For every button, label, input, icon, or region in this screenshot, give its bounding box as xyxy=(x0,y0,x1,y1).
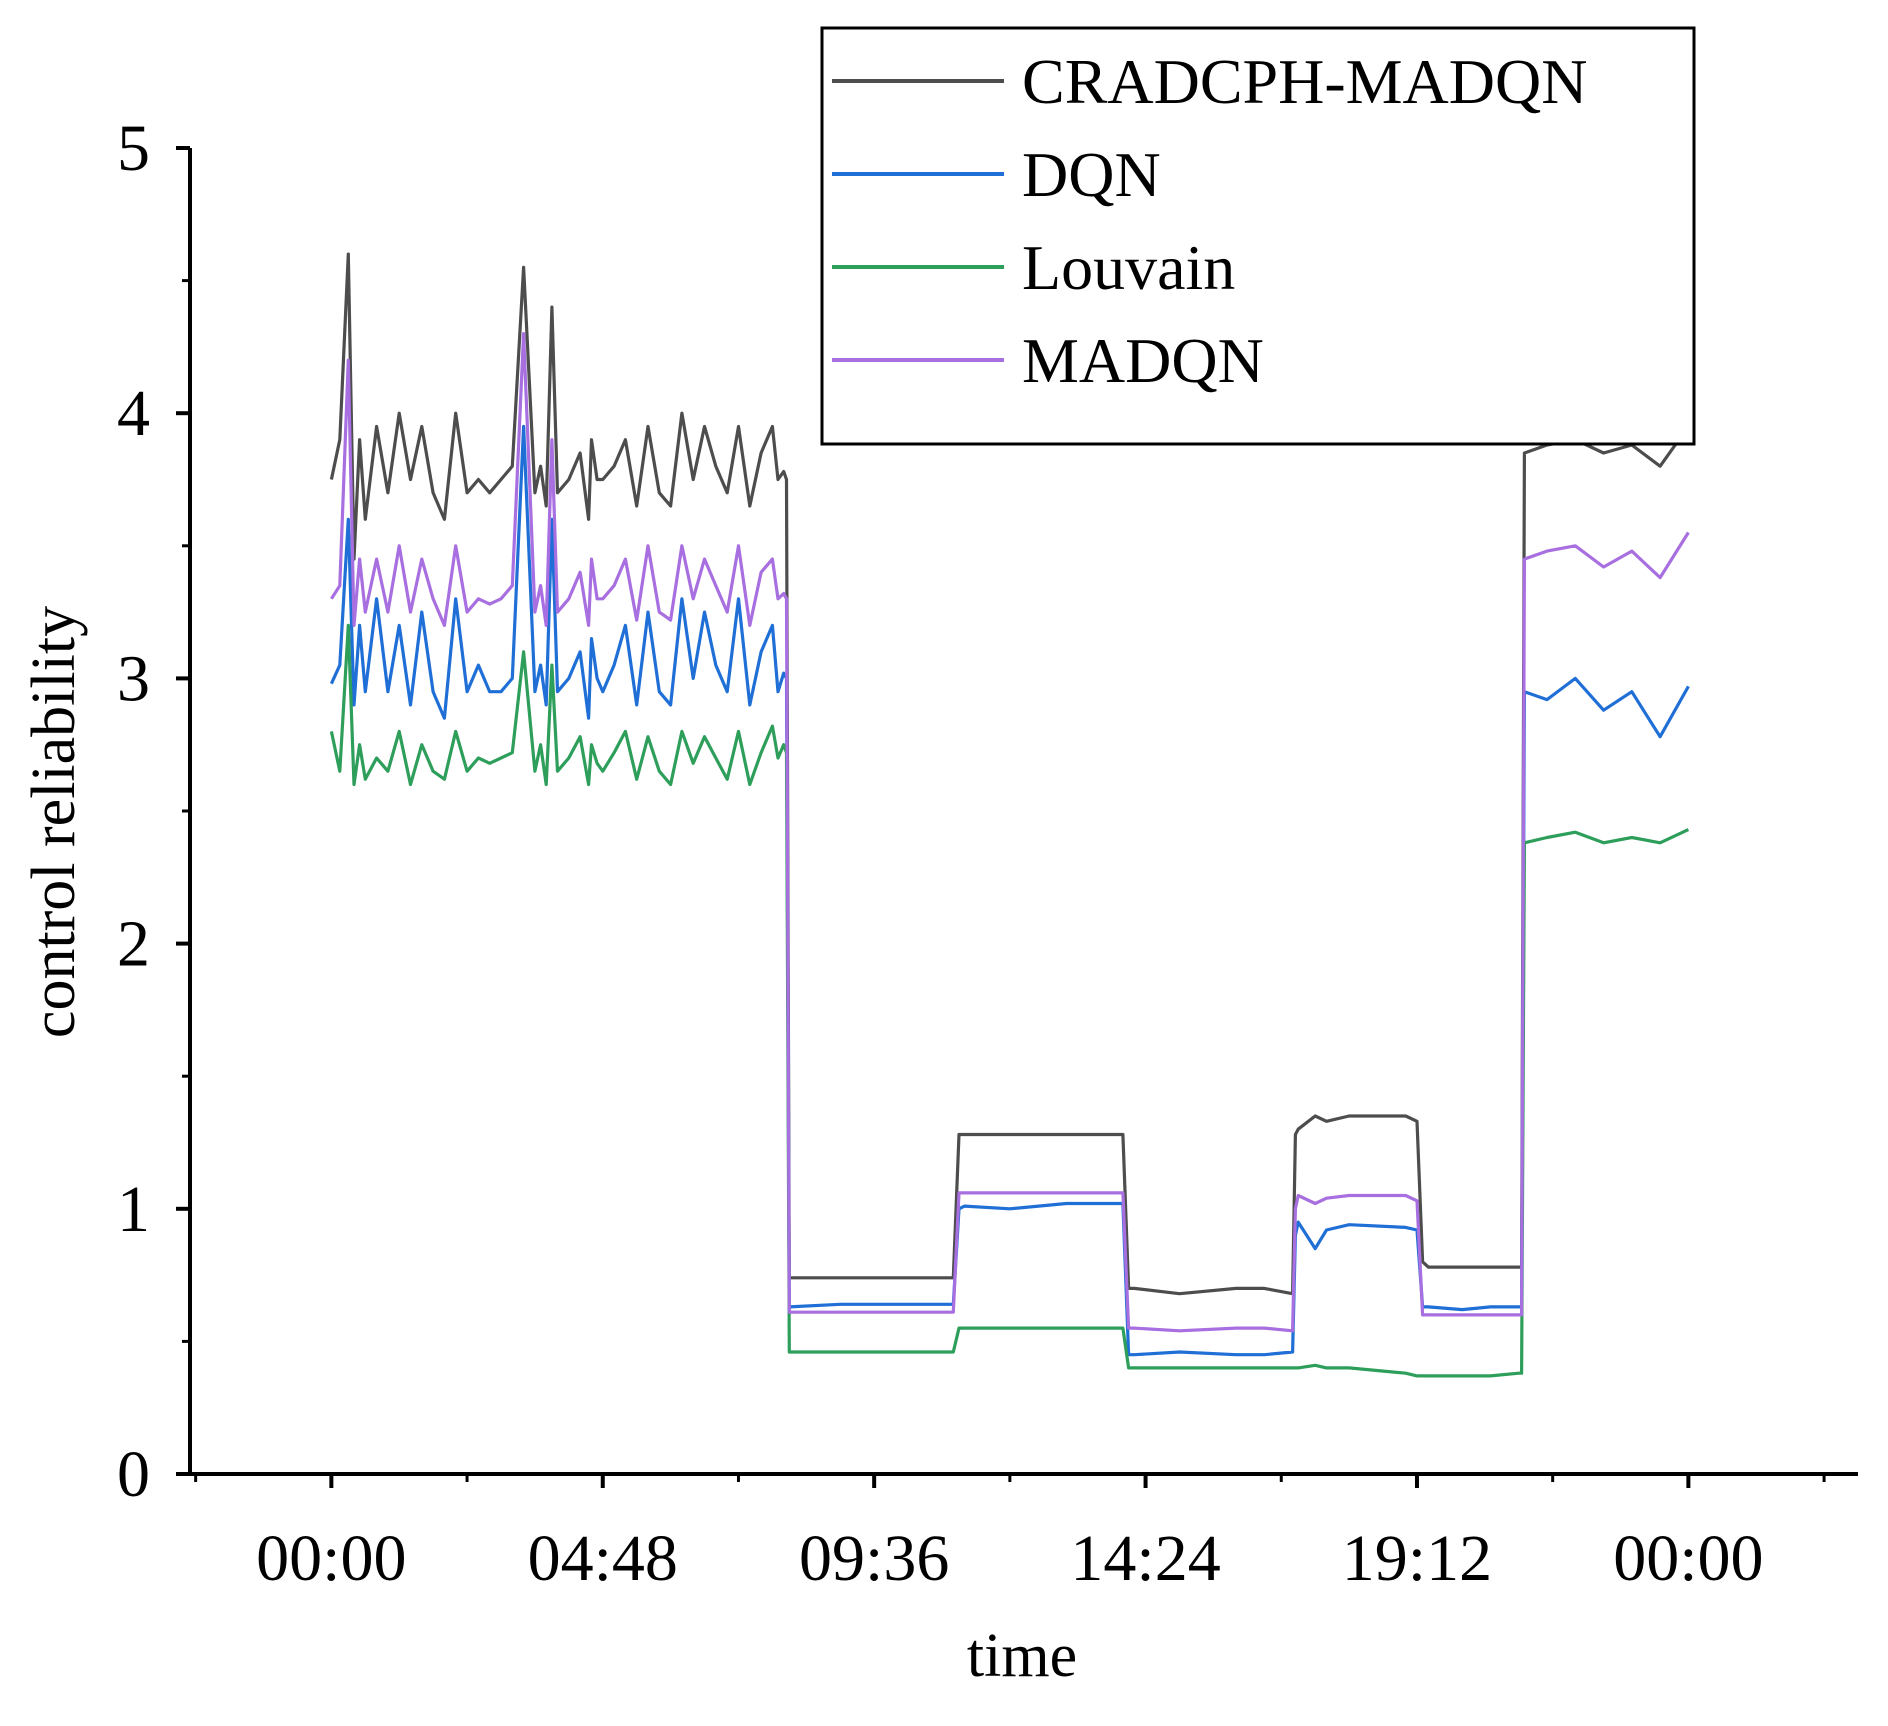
legend-box xyxy=(820,26,1696,446)
series-line-madqn xyxy=(330,332,1690,1333)
series-line-cradcph-madqn xyxy=(329,252,1690,1296)
x-tick-label: 14:24 xyxy=(1070,1522,1220,1595)
legend-label: CRADCPH-MADQN xyxy=(1022,46,1587,117)
x-axis-title: time xyxy=(967,1622,1077,1690)
x-tick-label: 04:48 xyxy=(528,1522,678,1595)
ticks-layer: 0 1 2 3 4 5 00:00 04:48 09:36 14:24 19:12 00:00 xyxy=(117,112,1826,1595)
y-axis-title: control reliability xyxy=(20,606,88,1038)
x-tick-label: 09:36 xyxy=(799,1522,949,1595)
y-tick-label: 1 xyxy=(117,1173,150,1246)
y-tick-label: 3 xyxy=(117,642,150,715)
x-tick-label: 19:12 xyxy=(1342,1522,1492,1595)
y-tick-label: 5 xyxy=(117,112,150,185)
series-line-dqn xyxy=(329,424,1690,1357)
series-layer xyxy=(329,252,1690,1378)
series-line-louvain xyxy=(329,623,1690,1378)
legend-label: DQN xyxy=(1022,139,1161,210)
y-tick-label: 4 xyxy=(117,377,150,450)
y-tick-label: 0 xyxy=(117,1438,150,1511)
y-tick-label: 2 xyxy=(117,908,150,981)
x-tick-label: 00:00 xyxy=(1613,1522,1763,1595)
legend: CRADCPH-MADQN DQN Louvain MADQN xyxy=(820,26,1696,446)
legend-label: MADQN xyxy=(1022,325,1264,396)
legend-label: Louvain xyxy=(1022,232,1235,303)
x-tick-label: 00:00 xyxy=(256,1522,406,1595)
